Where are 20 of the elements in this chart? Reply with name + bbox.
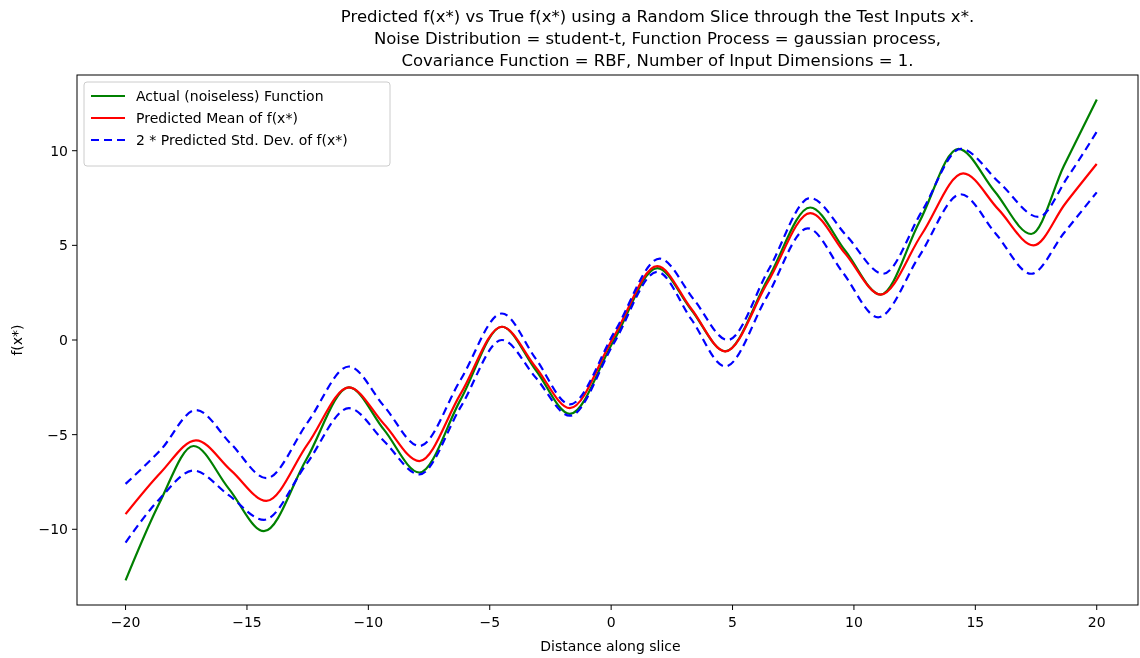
x-tick-label: −10 (353, 614, 384, 630)
legend-label: 2 * Predicted Std. Dev. of f(x*) (136, 131, 348, 148)
x-tick-label: −5 (479, 614, 501, 630)
y-axis-title: f(x*) (9, 324, 25, 356)
chart-title: Predicted f(x*) vs True f(x*) using a Random Slice through the Test Inputs x*. Noise Distribution = student-t, Function Process = gaussian process, Covariance Function = RBF, Number of Input Dimensions = 1. (340, 7, 975, 70)
x-tick-label: 5 (728, 614, 737, 630)
x-tick-label: −15 (232, 614, 262, 630)
y-tick-label: 0 (59, 331, 68, 348)
x-tick-label: 20 (1087, 614, 1106, 630)
x-tick-label: 10 (845, 614, 863, 630)
y-tick-label: −10 (38, 521, 68, 538)
legend-label: Actual (noiseless) Function (136, 87, 324, 104)
y-tick-label: 5 (59, 237, 68, 254)
x-tick-label: 15 (966, 614, 985, 630)
x-tick-label: −20 (110, 614, 141, 630)
legend-label: Predicted Mean of f(x*) (136, 109, 298, 126)
x-tick-label: 0 (606, 614, 616, 630)
y-tick-label: −5 (47, 426, 68, 443)
y-tick-label: 10 (50, 142, 68, 159)
x-axis-title: Distance along slice (540, 638, 681, 654)
